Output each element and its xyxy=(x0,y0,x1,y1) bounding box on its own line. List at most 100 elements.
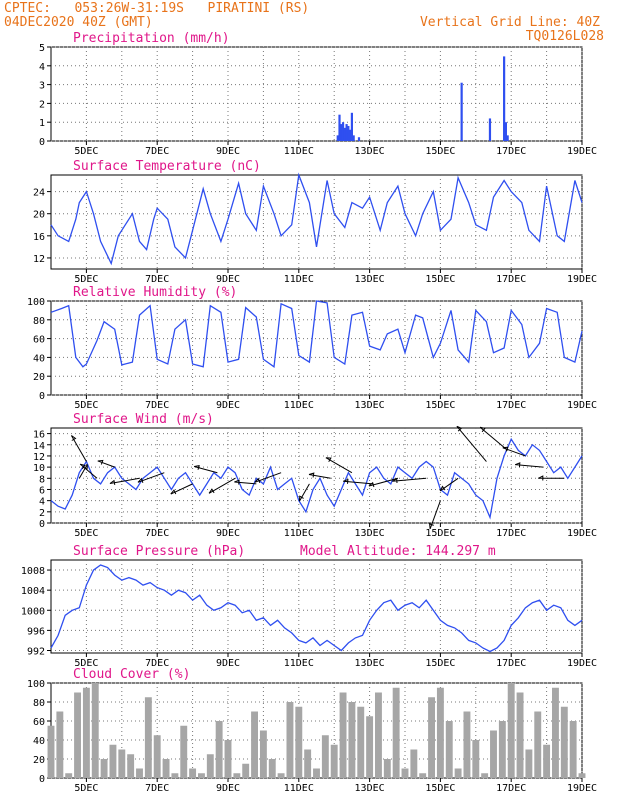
temp-xtick-label: 15DEC xyxy=(425,274,455,285)
rh-ytick-label: 20 xyxy=(33,372,45,383)
header-right-line1: Vertical Grid Line: 40Z xyxy=(419,15,600,30)
wind-arrow-head xyxy=(97,459,104,465)
cloud-bar xyxy=(295,706,303,778)
cloud-ytick-label: 40 xyxy=(33,736,45,747)
temp-xtick-label: 5DEC xyxy=(74,274,98,285)
pres-xtick-label: 7DEC xyxy=(145,658,169,669)
wind-arrow-head xyxy=(137,477,144,483)
cloud-ytick-label: 100 xyxy=(27,679,45,690)
cloud-bar xyxy=(197,773,205,778)
wind-arrow xyxy=(429,500,441,530)
wind-xtick-label: 5DEC xyxy=(74,528,98,539)
wind-arrow xyxy=(439,477,459,492)
cloud-bar xyxy=(251,711,259,778)
cloud-xtick-label: 11DEC xyxy=(284,783,314,794)
pres-frame xyxy=(50,559,583,654)
wind-arrow-head xyxy=(368,481,375,488)
precip-bar xyxy=(357,137,361,141)
cloud-bar xyxy=(109,744,117,778)
wind-frame xyxy=(50,427,583,524)
precip-bar xyxy=(350,112,353,141)
wind-title: Surface Wind (m/s) xyxy=(73,412,214,427)
cloud-bar xyxy=(286,702,294,778)
wind-series-line xyxy=(50,437,583,520)
precip-ytick-label: 3 xyxy=(39,81,45,92)
wind-arrow xyxy=(78,464,88,479)
precip-bar xyxy=(343,127,346,141)
wind-ytick-label: 6 xyxy=(39,485,45,496)
rh-xtick-label: 9DEC xyxy=(216,400,240,411)
cloud-bar xyxy=(153,735,161,778)
cloud-bar xyxy=(392,687,400,778)
wind-xtick-label: 7DEC xyxy=(145,528,169,539)
cloud-bar xyxy=(233,773,241,778)
temp-xtick-label: 13DEC xyxy=(355,274,385,285)
cloud-bar xyxy=(100,759,108,778)
precip-xtick-label: 7DEC xyxy=(145,146,169,157)
precip-bar xyxy=(488,118,492,141)
cloud-bar xyxy=(498,721,506,778)
cloud-bar xyxy=(401,768,409,778)
precip-bar xyxy=(503,56,506,141)
temp-ytick-label: 20 xyxy=(33,210,45,221)
cloud-bar xyxy=(560,706,568,778)
cloud-bar xyxy=(259,730,267,778)
pres-series-line xyxy=(50,564,583,653)
cloud-bar xyxy=(436,687,444,778)
rh-ytick-label: 100 xyxy=(27,297,45,308)
wind-arrow-head xyxy=(429,523,434,529)
wind-xtick-label: 13DEC xyxy=(355,528,385,539)
rh-xtick-label: 5DEC xyxy=(74,400,98,411)
wind-ytick-label: 0 xyxy=(39,519,45,530)
precip-xtick-label: 5DEC xyxy=(74,146,98,157)
cloud-bar xyxy=(454,768,462,778)
cloud-xtick-label: 7DEC xyxy=(145,783,169,794)
precip-bar xyxy=(349,129,352,141)
rh-title: Relative Humidity (%) xyxy=(73,285,237,300)
precip-ytick-label: 2 xyxy=(39,99,45,110)
wind-arrow xyxy=(298,483,310,502)
cloud-bar xyxy=(374,692,382,778)
precip-bar xyxy=(460,82,463,141)
precip-xtick-label: 15DEC xyxy=(425,146,455,157)
pres-xtick-label: 17DEC xyxy=(496,658,526,669)
wind-ytick-label: 8 xyxy=(39,474,45,485)
precip-bar xyxy=(338,114,341,141)
cloud-bar xyxy=(534,711,542,778)
cloud-bar xyxy=(516,692,524,778)
rh-frame xyxy=(50,300,583,396)
precip-ytick-label: 5 xyxy=(39,43,45,54)
wind-arrow-head xyxy=(170,489,177,495)
cloud-bar xyxy=(419,773,427,778)
cloud-bar xyxy=(180,725,188,778)
wind-arrow xyxy=(234,481,257,485)
wind-arrow-head xyxy=(80,463,86,470)
pres-xtick-label: 19DEC xyxy=(567,658,597,669)
wind-arrow-head xyxy=(71,435,77,441)
wind-arrow-head xyxy=(109,479,116,485)
wind-arrow-head xyxy=(325,457,332,463)
cloud-ytick-label: 20 xyxy=(33,755,45,766)
pres-xtick-label: 9DEC xyxy=(216,658,240,669)
rh-xtick-label: 13DEC xyxy=(355,400,385,411)
precip-bar xyxy=(352,135,355,141)
cloud-bar xyxy=(366,716,374,778)
wind-arrow-head xyxy=(392,477,398,484)
temp-xtick-label: 9DEC xyxy=(216,274,240,285)
cloud-bar xyxy=(127,754,135,778)
cloud-bar xyxy=(206,754,214,778)
cloud-bar xyxy=(463,711,471,778)
temp-ytick-label: 12 xyxy=(33,254,45,265)
cloud-bar xyxy=(162,759,170,778)
temp-title: Surface Temperature (nC) xyxy=(73,159,261,174)
cloud-bar xyxy=(551,687,559,778)
precip-ytick-label: 4 xyxy=(39,62,45,73)
wind-arrow-head xyxy=(343,478,349,484)
wind-xtick-label: 11DEC xyxy=(284,528,314,539)
rh-ytick-label: 0 xyxy=(39,391,45,402)
wind-arrow-head xyxy=(538,475,544,481)
pres-xtick-label: 5DEC xyxy=(74,658,98,669)
wind-arrow xyxy=(308,473,331,479)
rh-ytick-label: 40 xyxy=(33,353,45,364)
